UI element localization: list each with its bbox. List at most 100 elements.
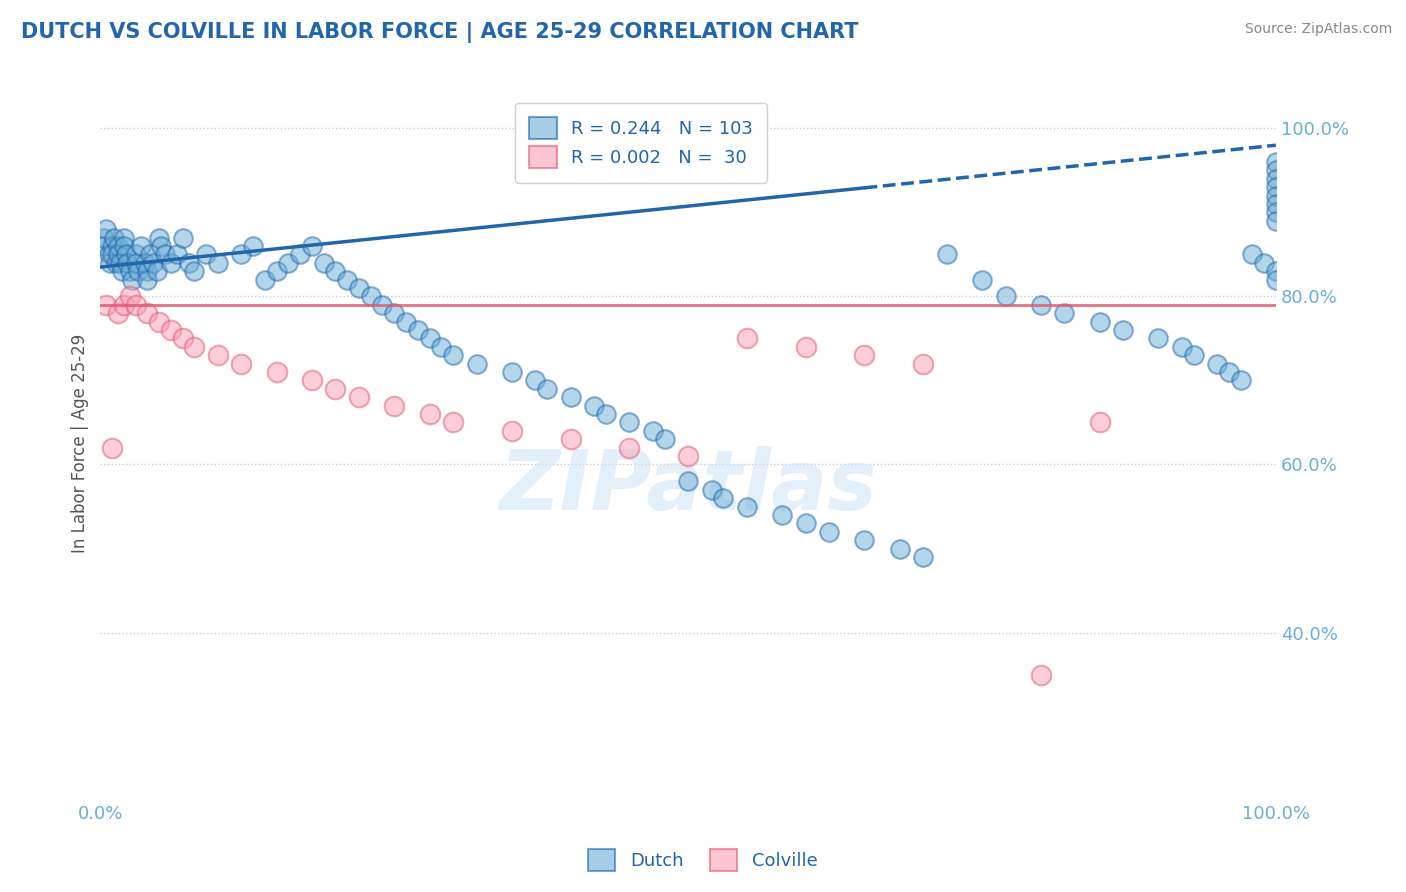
Point	[1241, 247, 1264, 261]
Point	[136, 264, 159, 278]
Point	[654, 432, 676, 446]
Point	[441, 348, 464, 362]
Point	[277, 256, 299, 270]
Point	[150, 239, 173, 253]
Point	[91, 239, 114, 253]
Point	[124, 298, 146, 312]
Point	[160, 256, 183, 270]
Point	[136, 306, 159, 320]
Point	[195, 247, 218, 261]
Legend: R = 0.244   N = 103, R = 0.002   N =  30: R = 0.244 N = 103, R = 0.002 N = 30	[515, 103, 768, 183]
Point	[110, 256, 132, 270]
Point	[112, 239, 135, 253]
Point	[104, 256, 127, 270]
Point	[1029, 667, 1052, 681]
Point	[107, 247, 129, 261]
Point	[430, 340, 453, 354]
Point	[121, 272, 143, 286]
Point	[290, 247, 312, 261]
Point	[98, 256, 121, 270]
Point	[1265, 214, 1288, 228]
Point	[1265, 197, 1288, 211]
Point	[1029, 298, 1052, 312]
Point	[136, 272, 159, 286]
Point	[93, 230, 115, 244]
Point	[117, 256, 139, 270]
Point	[1265, 180, 1288, 194]
Point	[153, 247, 176, 261]
Point	[115, 247, 138, 261]
Point	[1112, 323, 1135, 337]
Point	[134, 256, 156, 270]
Point	[347, 281, 370, 295]
Point	[713, 491, 735, 505]
Point	[127, 264, 149, 278]
Point	[242, 239, 264, 253]
Point	[536, 382, 558, 396]
Point	[560, 390, 582, 404]
Point	[1265, 272, 1288, 286]
Point	[101, 441, 124, 455]
Point	[676, 449, 699, 463]
Point	[101, 239, 124, 253]
Point	[1253, 256, 1275, 270]
Point	[172, 331, 194, 345]
Point	[148, 230, 170, 244]
Point	[148, 315, 170, 329]
Point	[441, 416, 464, 430]
Point	[301, 374, 323, 388]
Point	[96, 222, 118, 236]
Point	[418, 407, 440, 421]
Point	[166, 247, 188, 261]
Point	[360, 289, 382, 303]
Point	[124, 256, 146, 270]
Point	[371, 298, 394, 312]
Point	[112, 230, 135, 244]
Point	[266, 365, 288, 379]
Point	[1265, 163, 1288, 178]
Point	[1229, 374, 1251, 388]
Point	[889, 541, 911, 556]
Point	[231, 247, 253, 261]
Point	[619, 441, 641, 455]
Point	[1171, 340, 1194, 354]
Point	[110, 264, 132, 278]
Legend: Dutch, Colville: Dutch, Colville	[581, 842, 825, 879]
Point	[935, 247, 957, 261]
Point	[266, 264, 288, 278]
Point	[501, 365, 523, 379]
Point	[118, 289, 141, 303]
Point	[103, 230, 125, 244]
Text: ZIPatlas: ZIPatlas	[499, 446, 877, 527]
Point	[1265, 188, 1288, 202]
Point	[207, 348, 229, 362]
Point	[1265, 205, 1288, 219]
Point	[700, 483, 723, 497]
Point	[395, 315, 418, 329]
Point	[818, 524, 841, 539]
Point	[231, 357, 253, 371]
Point	[301, 239, 323, 253]
Point	[177, 256, 200, 270]
Point	[1088, 315, 1111, 329]
Point	[583, 399, 606, 413]
Point	[172, 230, 194, 244]
Point	[524, 374, 547, 388]
Point	[853, 533, 876, 548]
Point	[183, 340, 205, 354]
Point	[1053, 306, 1076, 320]
Point	[96, 298, 118, 312]
Point	[853, 348, 876, 362]
Point	[107, 306, 129, 320]
Point	[97, 247, 120, 261]
Point	[142, 256, 165, 270]
Point	[146, 264, 169, 278]
Point	[641, 424, 664, 438]
Point	[101, 247, 124, 261]
Point	[138, 247, 160, 261]
Point	[1182, 348, 1205, 362]
Point	[1265, 171, 1288, 186]
Point	[619, 416, 641, 430]
Point	[112, 298, 135, 312]
Point	[735, 331, 758, 345]
